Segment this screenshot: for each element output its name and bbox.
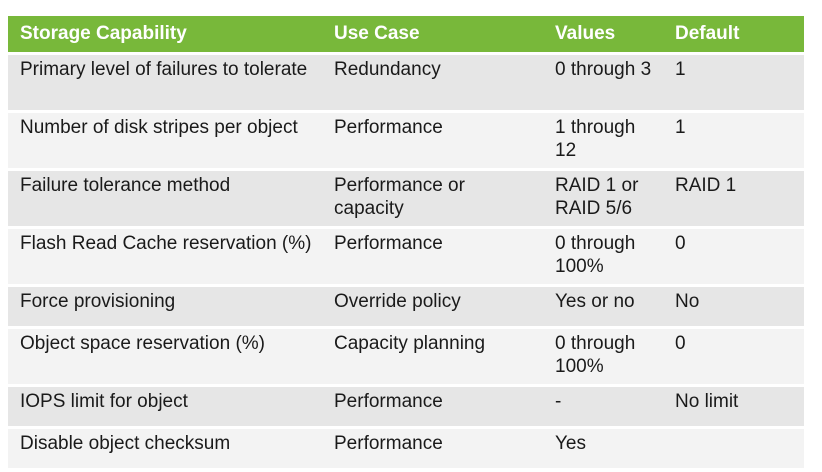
cell-use-case: Capacity planning [322, 327, 543, 387]
table-row: Flash Read Cache reservation (%) Perform… [8, 227, 804, 287]
cell-default: 0 [663, 327, 804, 387]
cell-default [663, 427, 804, 471]
cell-capability: Primary level of failures to tolerate [8, 53, 322, 113]
header-use-case: Use Case [322, 16, 543, 55]
header-default: Default [663, 16, 804, 55]
cell-use-case: Performance or capacity [322, 169, 543, 229]
cell-use-case: Performance [322, 227, 543, 287]
cell-values: 0 through 100% [543, 327, 663, 387]
cell-values: Yes [543, 427, 663, 471]
cell-capability: Force provisioning [8, 285, 322, 329]
cell-capability: Flash Read Cache reservation (%) [8, 227, 322, 287]
table-header-row: Storage Capability Use Case Values Defau… [8, 16, 804, 55]
cell-default: 0 [663, 227, 804, 287]
cell-capability: Failure tolerance method [8, 169, 322, 229]
table-row: Object space reservation (%) Capacity pl… [8, 327, 804, 387]
table-row: Failure tolerance method Performance or … [8, 169, 804, 229]
table-row: Force provisioning Override policy Yes o… [8, 285, 804, 329]
cell-default: 1 [663, 53, 804, 113]
table-row: IOPS limit for object Performance - No l… [8, 385, 804, 429]
cell-values: 1 through 12 [543, 111, 663, 171]
cell-values: 0 through 100% [543, 227, 663, 287]
cell-default: 1 [663, 111, 804, 171]
table-row: Number of disk stripes per object Perfor… [8, 111, 804, 171]
cell-values: Yes or no [543, 285, 663, 329]
header-storage-capability: Storage Capability [8, 16, 322, 55]
cell-default: No [663, 285, 804, 329]
capability-table-container: Storage Capability Use Case Values Defau… [8, 16, 804, 471]
header-values: Values [543, 16, 663, 55]
table-row: Primary level of failures to tolerate Re… [8, 53, 804, 113]
cell-values: 0 through 3 [543, 53, 663, 113]
cell-use-case: Performance [322, 427, 543, 471]
cell-capability: Disable object checksum [8, 427, 322, 471]
cell-use-case: Override policy [322, 285, 543, 329]
cell-default: No limit [663, 385, 804, 429]
cell-capability: IOPS limit for object [8, 385, 322, 429]
storage-capability-table: Storage Capability Use Case Values Defau… [8, 16, 804, 471]
cell-use-case: Redundancy [322, 53, 543, 113]
cell-capability: Number of disk stripes per object [8, 111, 322, 171]
cell-values: - [543, 385, 663, 429]
cell-values: RAID 1 or RAID 5/6 [543, 169, 663, 229]
cell-use-case: Performance [322, 111, 543, 171]
cell-capability: Object space reservation (%) [8, 327, 322, 387]
table-row: Disable object checksum Performance Yes [8, 427, 804, 471]
cell-use-case: Performance [322, 385, 543, 429]
cell-default: RAID 1 [663, 169, 804, 229]
